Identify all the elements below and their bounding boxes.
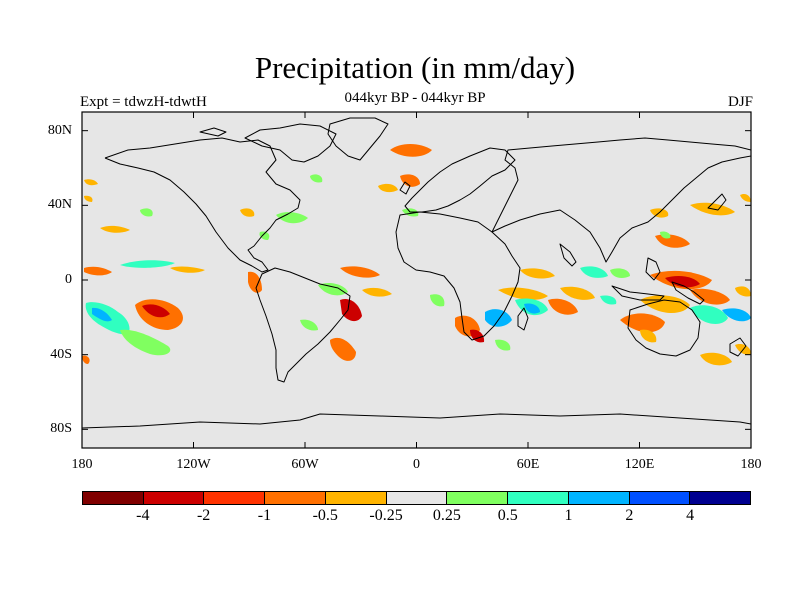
lon-label: 0 [413, 457, 420, 472]
precipitation-anomaly-patches [82, 144, 751, 366]
colorbar-label: -0.25 [369, 507, 403, 524]
map-background [82, 112, 751, 448]
colorbar-label: -0.5 [312, 507, 338, 524]
colorbar-label: -1 [257, 507, 272, 524]
colorbar-label: -2 [196, 507, 211, 524]
colorbar-label: -4 [136, 507, 150, 524]
colorbar-label: 1 [564, 507, 573, 524]
lat-label: 40N [47, 197, 72, 213]
colorbar-label: 4 [686, 507, 695, 524]
colorbar-box [386, 492, 448, 504]
lon-label: 60E [516, 457, 540, 472]
colorbar-label: 0.25 [432, 507, 461, 524]
colorbar-box [508, 492, 569, 504]
colorbar-label: 2 [625, 507, 634, 524]
colorbar-box [568, 492, 630, 504]
colorbar-label: 0.5 [497, 507, 518, 524]
chart-title: Precipitation (in mm/day) [254, 50, 576, 85]
experiment-label: Expt = tdwzH-tdwtH [80, 94, 207, 110]
colorbar-box [83, 492, 144, 504]
colorbar-box [325, 492, 387, 504]
colorbar-box [143, 492, 205, 504]
lat-label: 0 [65, 272, 72, 287]
lon-label: 120W [176, 457, 211, 472]
colorbar-box [447, 492, 509, 504]
colorbar-box [204, 492, 266, 504]
colorbar-box [265, 492, 326, 504]
map-ticks [81, 112, 752, 448]
colorbar-box [629, 492, 691, 504]
colorbar-box [690, 492, 751, 504]
lon-label: 180 [71, 457, 93, 472]
lon-label: 120E [624, 457, 655, 472]
colorbar [82, 491, 751, 505]
season-label: DJF [727, 94, 753, 110]
lat-label: 40S [50, 346, 72, 362]
period-subtitle: 044kyr BP - 044kyr BP [344, 90, 486, 106]
lat-label: 80N [47, 122, 72, 138]
coastlines [82, 117, 751, 429]
lat-label: 80S [50, 421, 72, 437]
lon-label: 180 [740, 457, 762, 472]
lon-label: 60W [291, 457, 319, 472]
